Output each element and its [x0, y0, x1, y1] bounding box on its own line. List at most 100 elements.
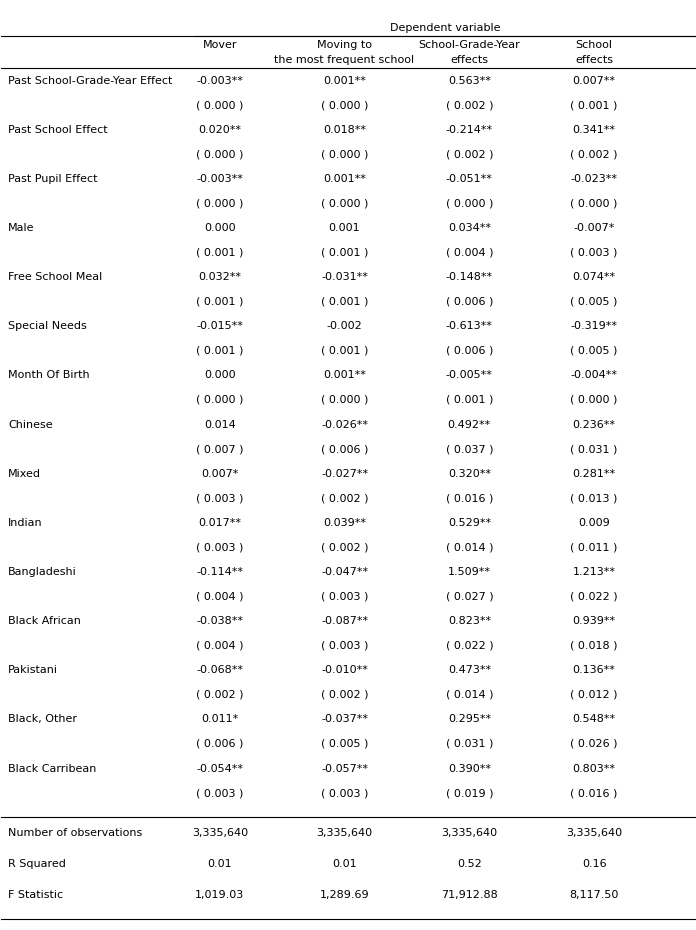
Text: 0.473**: 0.473** — [448, 665, 491, 675]
Text: ( 0.013 ): ( 0.013 ) — [571, 493, 618, 503]
Text: ( 0.026 ): ( 0.026 ) — [570, 739, 618, 749]
Text: ( 0.031 ): ( 0.031 ) — [571, 445, 618, 454]
Text: ( 0.000 ): ( 0.000 ) — [321, 198, 368, 208]
Text: ( 0.003 ): ( 0.003 ) — [321, 641, 368, 651]
Text: ( 0.022 ): ( 0.022 ) — [445, 641, 493, 651]
Text: ( 0.000 ): ( 0.000 ) — [571, 395, 618, 405]
Text: ( 0.019 ): ( 0.019 ) — [445, 788, 493, 798]
Text: -0.005**: -0.005** — [446, 370, 493, 380]
Text: -0.037**: -0.037** — [321, 714, 368, 724]
Text: ( 0.000 ): ( 0.000 ) — [321, 100, 368, 110]
Text: 0.001**: 0.001** — [323, 75, 366, 86]
Text: ( 0.007 ): ( 0.007 ) — [196, 445, 244, 454]
Text: 0.939**: 0.939** — [573, 617, 616, 626]
Text: Indian: Indian — [8, 518, 43, 528]
Text: School-Grade-Year: School-Grade-Year — [418, 40, 520, 50]
Text: ( 0.004 ): ( 0.004 ) — [445, 247, 493, 258]
Text: 0.01: 0.01 — [332, 859, 357, 869]
Text: -0.003**: -0.003** — [196, 174, 243, 184]
Text: ( 0.001 ): ( 0.001 ) — [321, 297, 368, 307]
Text: ( 0.016 ): ( 0.016 ) — [445, 493, 493, 503]
Text: -0.003**: -0.003** — [196, 75, 243, 86]
Text: 0.136**: 0.136** — [573, 665, 615, 675]
Text: 0.000: 0.000 — [204, 370, 235, 380]
Text: 0.007**: 0.007** — [573, 75, 615, 86]
Text: Free School Meal: Free School Meal — [8, 272, 102, 282]
Text: 0.341**: 0.341** — [573, 125, 615, 135]
Text: 0.823**: 0.823** — [448, 617, 491, 626]
Text: the most frequent school: the most frequent school — [274, 55, 415, 65]
Text: ( 0.022 ): ( 0.022 ) — [570, 591, 618, 602]
Text: ( 0.001 ): ( 0.001 ) — [196, 346, 244, 356]
Text: ( 0.000 ): ( 0.000 ) — [196, 395, 244, 405]
Text: 3,335,640: 3,335,640 — [191, 829, 248, 839]
Text: 8,117.50: 8,117.50 — [569, 890, 619, 899]
Text: 1,019.03: 1,019.03 — [195, 890, 244, 899]
Text: Past School-Grade-Year Effect: Past School-Grade-Year Effect — [8, 75, 173, 86]
Text: ( 0.000 ): ( 0.000 ) — [321, 395, 368, 405]
Text: ( 0.003 ): ( 0.003 ) — [571, 247, 618, 258]
Text: -0.010**: -0.010** — [321, 665, 368, 675]
Text: 0.52: 0.52 — [457, 859, 482, 869]
Text: 0.007*: 0.007* — [201, 469, 239, 479]
Text: ( 0.005 ): ( 0.005 ) — [571, 346, 618, 356]
Text: -0.057**: -0.057** — [321, 764, 368, 774]
Text: ( 0.001 ): ( 0.001 ) — [445, 395, 493, 405]
Text: 0.018**: 0.018** — [323, 125, 366, 135]
Text: ( 0.001 ): ( 0.001 ) — [321, 247, 368, 258]
Text: ( 0.006 ): ( 0.006 ) — [196, 739, 244, 749]
Text: ( 0.003 ): ( 0.003 ) — [321, 788, 368, 798]
Text: 0.017**: 0.017** — [198, 518, 242, 528]
Text: 0.039**: 0.039** — [323, 518, 366, 528]
Text: ( 0.037 ): ( 0.037 ) — [445, 445, 493, 454]
Text: effects: effects — [450, 55, 489, 65]
Text: 0.001: 0.001 — [329, 223, 361, 233]
Text: 0.000: 0.000 — [204, 223, 235, 233]
Text: Past Pupil Effect: Past Pupil Effect — [8, 174, 98, 184]
Text: 1,289.69: 1,289.69 — [319, 890, 370, 899]
Text: ( 0.006 ): ( 0.006 ) — [321, 445, 368, 454]
Text: Mixed: Mixed — [8, 469, 41, 479]
Text: Black Carribean: Black Carribean — [8, 764, 97, 774]
Text: ( 0.003 ): ( 0.003 ) — [321, 591, 368, 602]
Text: 0.16: 0.16 — [582, 859, 606, 869]
Text: ( 0.004 ): ( 0.004 ) — [196, 591, 244, 602]
Text: Black, Other: Black, Other — [8, 714, 77, 724]
Text: ( 0.012 ): ( 0.012 ) — [570, 690, 618, 700]
Text: ( 0.002 ): ( 0.002 ) — [445, 100, 493, 110]
Text: ( 0.011 ): ( 0.011 ) — [571, 542, 618, 552]
Text: ( 0.002 ): ( 0.002 ) — [321, 690, 368, 700]
Text: ( 0.000 ): ( 0.000 ) — [445, 198, 493, 208]
Text: ( 0.005 ): ( 0.005 ) — [321, 739, 368, 749]
Text: 0.492**: 0.492** — [448, 419, 491, 430]
Text: -0.023**: -0.023** — [571, 174, 617, 184]
Text: Mover: Mover — [203, 40, 237, 50]
Text: R Squared: R Squared — [8, 859, 66, 869]
Text: 0.074**: 0.074** — [573, 272, 616, 282]
Text: 0.032**: 0.032** — [198, 272, 242, 282]
Text: ( 0.001 ): ( 0.001 ) — [321, 346, 368, 356]
Text: 0.034**: 0.034** — [448, 223, 491, 233]
Text: ( 0.001 ): ( 0.001 ) — [196, 247, 244, 258]
Text: ( 0.031 ): ( 0.031 ) — [445, 739, 493, 749]
Text: -0.031**: -0.031** — [321, 272, 368, 282]
Text: 0.014: 0.014 — [204, 419, 236, 430]
Text: effects: effects — [575, 55, 613, 65]
Text: 0.011*: 0.011* — [201, 714, 238, 724]
Text: 3,335,640: 3,335,640 — [566, 829, 622, 839]
Text: ( 0.006 ): ( 0.006 ) — [445, 346, 493, 356]
Text: Number of observations: Number of observations — [8, 829, 143, 839]
Text: 0.001**: 0.001** — [323, 370, 366, 380]
Text: 0.009: 0.009 — [578, 518, 610, 528]
Text: -0.015**: -0.015** — [196, 321, 243, 331]
Text: -0.027**: -0.027** — [321, 469, 368, 479]
Text: ( 0.000 ): ( 0.000 ) — [571, 198, 618, 208]
Text: ( 0.001 ): ( 0.001 ) — [196, 297, 244, 307]
Text: Male: Male — [8, 223, 35, 233]
Text: ( 0.000 ): ( 0.000 ) — [321, 150, 368, 159]
Text: ( 0.003 ): ( 0.003 ) — [196, 493, 244, 503]
Text: Black African: Black African — [8, 617, 81, 626]
Text: 0.390**: 0.390** — [448, 764, 491, 774]
Text: ( 0.002 ): ( 0.002 ) — [321, 542, 368, 552]
Text: ( 0.000 ): ( 0.000 ) — [196, 100, 244, 110]
